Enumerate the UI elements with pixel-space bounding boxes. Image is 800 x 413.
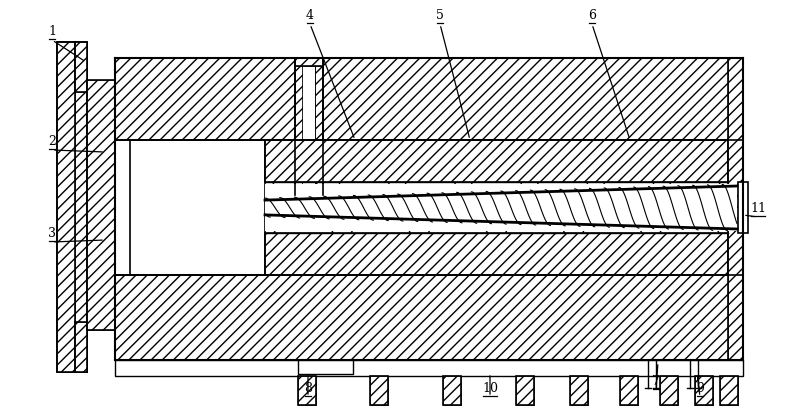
Bar [695,376,713,405]
Bar [315,58,323,195]
Bar [738,182,748,233]
Bar [303,58,315,195]
Text: 5: 5 [436,9,444,22]
Bar [75,42,87,92]
Bar [115,360,743,376]
Bar [620,376,638,405]
Bar [87,80,115,330]
Bar [295,58,323,66]
Bar [570,376,588,405]
Bar [298,360,353,374]
Bar [695,376,713,405]
Bar [443,376,461,405]
Bar [57,42,87,372]
Text: 11: 11 [750,202,766,215]
Bar [295,58,303,195]
Bar [75,322,87,372]
Bar [298,376,316,405]
Bar [295,58,303,195]
Text: 3: 3 [48,227,56,240]
Bar [660,376,678,405]
Bar [370,376,388,405]
Bar [265,233,728,275]
Bar [115,58,743,140]
Bar [57,42,75,372]
Bar [315,58,323,195]
Text: 1: 1 [48,25,56,38]
Bar [720,376,738,405]
Text: 7: 7 [652,375,660,388]
Bar [265,233,728,275]
Bar [298,376,316,405]
Bar [728,58,743,360]
Text: 2: 2 [48,135,56,148]
Bar [87,80,115,330]
Bar [370,376,388,405]
Bar [720,376,738,405]
Bar [75,42,87,92]
Text: 4: 4 [306,9,314,22]
Bar [295,58,323,66]
Bar [115,275,743,360]
Bar [57,42,87,372]
Text: 8: 8 [304,382,312,395]
Bar [75,322,87,372]
Bar [265,140,728,182]
Bar [443,376,461,405]
Bar [75,322,87,372]
Bar [516,376,534,405]
Bar [728,58,743,360]
Bar [570,376,588,405]
Bar [75,42,87,92]
Bar [516,376,534,405]
Bar [660,376,678,405]
Text: 10: 10 [482,382,498,395]
Bar [265,140,728,182]
Bar [265,184,737,231]
Bar [57,42,75,372]
Bar [115,58,743,140]
Text: 9: 9 [696,382,704,395]
Bar [620,376,638,405]
Text: 6: 6 [588,9,596,22]
Bar [130,140,265,275]
Bar [115,275,743,360]
